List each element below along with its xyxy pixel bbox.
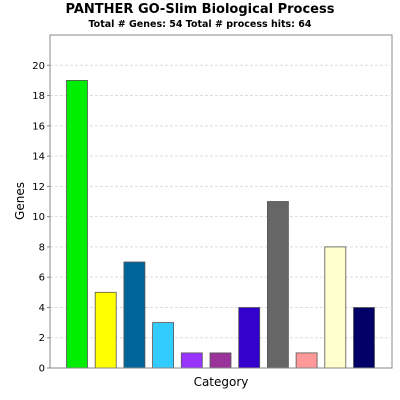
bar[interactable] [266,201,289,369]
y-tick-label: 2 [39,333,45,344]
chart-subtitle: Total # Genes: 54 Total # process hits: … [88,19,311,30]
bar[interactable] [324,246,347,369]
y-tick-label: 4 [39,303,45,314]
y-tick-label: 0 [39,364,45,375]
y-axis-ticks: 0 2 4 6 8 10 12 14 16 18 20 [32,61,50,375]
bar[interactable] [66,80,88,369]
chart-title: PANTHER GO-Slim Biological Process [66,2,335,17]
y-tick-label: 12 [32,182,45,193]
y-tick-label: 8 [39,242,45,253]
y-tick-label: 18 [32,91,45,102]
bar[interactable] [295,352,318,369]
x-axis-label: Category [194,375,249,389]
y-tick-label: 6 [39,273,45,284]
y-tick-label: 10 [32,212,45,223]
bar[interactable] [94,291,117,369]
y-tick-label: 14 [32,152,45,163]
bar[interactable] [238,307,261,369]
y-tick-label: 20 [32,61,45,72]
bar[interactable] [209,352,232,369]
bar[interactable] [123,261,146,369]
bar[interactable] [353,307,375,369]
y-tick-label: 16 [32,121,45,132]
y-axis-label: Genes [13,182,27,220]
bar[interactable] [152,322,175,369]
bar[interactable] [180,352,203,369]
bars [66,80,375,369]
